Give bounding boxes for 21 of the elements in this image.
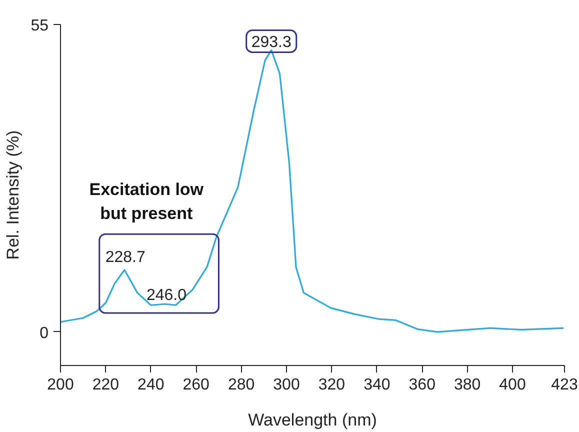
y-axis-title: Rel. Intensity (%) xyxy=(4,130,23,260)
x-tick-label: 200 xyxy=(47,376,74,394)
x-tick-label: 240 xyxy=(138,376,164,394)
annotation: 293.3 xyxy=(251,34,292,52)
annotation: 228.7 xyxy=(105,248,146,266)
x-tick-label: 360 xyxy=(408,376,436,394)
x-tick-label: 260 xyxy=(182,376,210,394)
x-tick-label: 400 xyxy=(499,376,526,394)
x-tick-label: 220 xyxy=(92,376,120,394)
annotation: Excitation low but present xyxy=(89,180,204,223)
x-tick-label: 380 xyxy=(454,376,481,394)
x-tick-label: 300 xyxy=(273,376,300,394)
y-tick-label: 55 xyxy=(30,18,49,34)
x-tick-label: 320 xyxy=(318,376,346,394)
x-tick-label: 340 xyxy=(364,376,390,394)
annotation: 246.0 xyxy=(146,287,187,304)
x-tick-label: 280 xyxy=(228,376,255,394)
x-axis-title: Wavelength (nm) xyxy=(248,410,377,430)
x-tick-label: 423 xyxy=(551,376,578,394)
line-series xyxy=(60,49,564,333)
y-tick-label: 0 xyxy=(40,324,49,342)
